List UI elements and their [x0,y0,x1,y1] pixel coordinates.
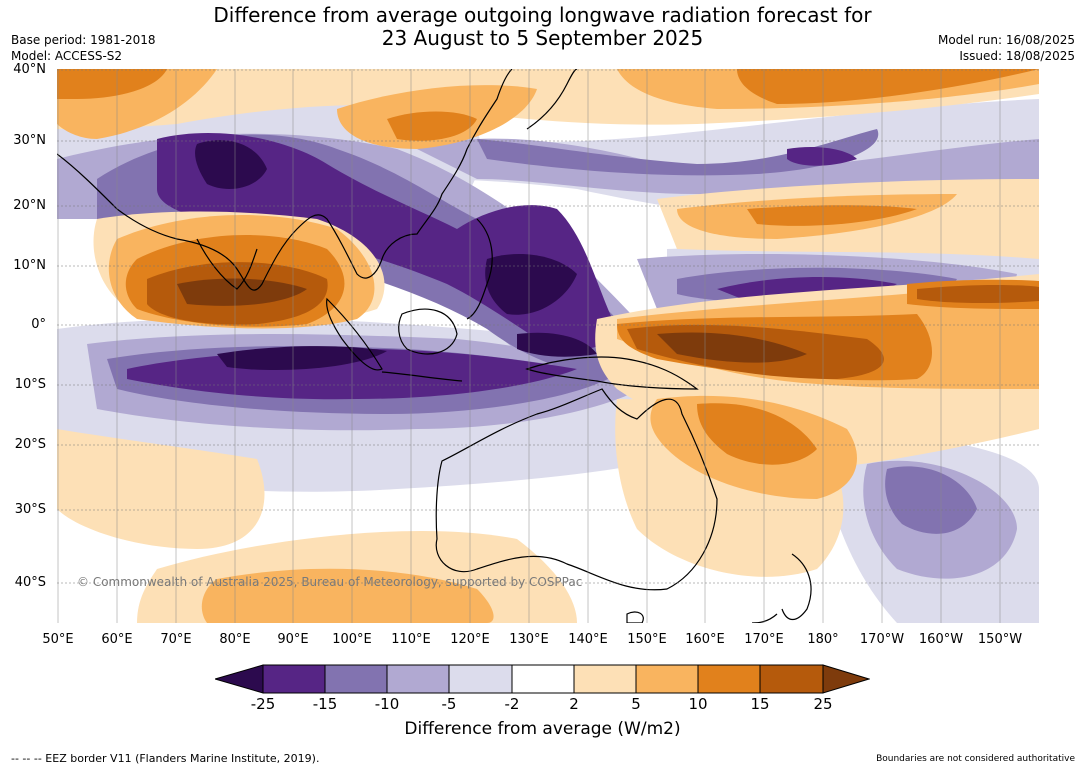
colorbar-tick: -10 [374,695,400,713]
sumatra-coastline [326,297,383,371]
lon-label-180: 180° [807,632,839,647]
colorbar-segment-5-2 [448,664,513,694]
australia-coastline [435,388,718,591]
meta-left: Base period: 1981-2018 Model: ACCESS-S2 [11,32,156,64]
colorbar-label: Difference from average (W/m2) [404,719,681,739]
lat-label-0: 0° [31,317,46,332]
colorbar-segment-2-2 [511,664,575,694]
colorbar-tick: -15 [312,695,338,713]
new-guinea-coastline [525,356,699,390]
model-name: Model: ACCESS-S2 [11,49,123,63]
colorbar [215,664,870,694]
eez-border-note: -- -- -- EEZ border V11 (Flanders Marine… [11,752,320,765]
lon-label-50e: 50°E [42,632,74,647]
lon-label-60e: 60°E [101,632,133,647]
colorbar-tick: 10 [688,695,708,713]
anomaly-map [57,69,1039,623]
colorbar-tick: 25 [813,695,833,713]
lat-label-20s: 20°S [14,437,46,452]
lon-label-150e: 150°E [627,632,667,647]
colorbar-segment-25-15 [262,664,326,694]
colorbar-tick: -25 [250,695,276,713]
lon-label-90e: 90°E [277,632,309,647]
colorbar-tick: 5 [631,695,641,713]
extreme-positive-anomaly [177,278,807,363]
lon-label-160e: 160°E [685,632,725,647]
lon-label-170e: 170°E [744,632,784,647]
india-coastline [196,238,258,290]
lon-label-150w: 150°W [977,632,1023,647]
colorbar-tick: 2 [569,695,579,713]
extreme-negative-anomaly [195,140,597,371]
colorbar-segment-gt-25 [822,664,870,694]
colorbar-tick: -5 [441,695,457,713]
lat-label-30n: 30°N [13,133,46,148]
base-period: Base period: 1981-2018 [11,33,156,47]
borneo-coastline [398,308,458,355]
coastlines [57,69,812,623]
japan-coastline [526,69,578,130]
lat-label-40n: 40°N [13,62,46,77]
colorbar-segment-10-15 [697,664,761,694]
lon-label-110e: 110°E [391,632,431,647]
lat-label-40s: 40°S [14,575,46,590]
lat-label-20n: 20°N [13,198,46,213]
model-run: Model run: 16/08/2025 [937,33,1075,47]
lon-label-170w: 170°W [859,632,905,647]
philippines-coastline [466,218,493,320]
title-line-2: 23 August to 5 September 2025 [381,26,704,50]
issued-date: Issued: 18/08/2025 [959,49,1075,63]
colorbar-segment-lt-25 [215,664,264,694]
lat-label-10s: 10°S [14,377,46,392]
map-title: Difference from average outgoing longwav… [0,4,1085,50]
tasmania-coastline [626,611,644,623]
copyright-notice: © Commonwealth of Australia 2025, Bureau… [77,575,583,589]
lon-label-160w: 160°W [918,632,964,647]
lon-label-80e: 80°E [219,632,251,647]
lon-label-70e: 70°E [160,632,192,647]
lat-label-10n: 10°N [13,258,46,273]
colorbar-segment-5-10 [635,664,699,694]
colorbar-segment-15-10 [324,664,388,694]
lon-label-120e: 120°E [450,632,490,647]
lon-label-140e: 140°E [568,632,608,647]
lon-label-100e: 100°E [332,632,372,647]
colorbar-segment-2-5 [573,664,637,694]
asia-coastline [57,69,513,291]
lon-label-130e: 130°E [509,632,549,647]
colorbar-tick: -2 [504,695,520,713]
title-line-1: Difference from average outgoing longwav… [213,3,872,27]
boundaries-disclaimer: Boundaries are not considered authoritat… [876,754,1075,764]
map-area [57,69,1039,623]
colorbar-segment-10-5 [386,664,450,694]
meta-right: Model run: 16/08/2025 Issued: 18/08/2025 [938,32,1075,64]
lat-label-30s: 30°S [14,502,46,517]
colorbar-segment-15-25 [759,664,824,694]
java-coastline [381,371,463,382]
colorbar-tick: 15 [750,695,770,713]
meridians [57,69,1001,623]
new-zealand-coastline [751,553,812,623]
